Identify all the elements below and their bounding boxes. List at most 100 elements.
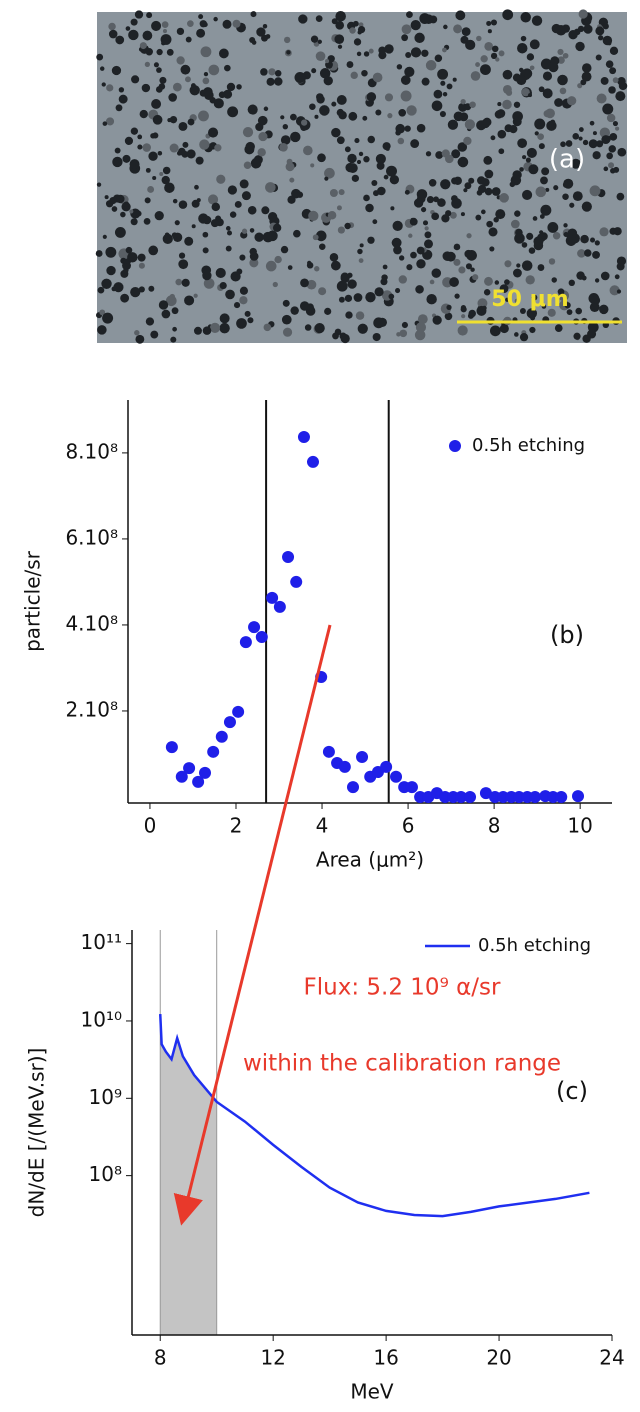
etch-pit [129, 159, 140, 170]
etch-pit [310, 163, 315, 168]
etch-pit [171, 307, 179, 315]
etch-pit [135, 334, 145, 344]
etch-pit [300, 278, 309, 288]
etch-pit [268, 68, 276, 76]
etch-pit [584, 249, 592, 257]
etch-pit [576, 271, 585, 280]
etch-pit [419, 13, 431, 24]
etch-pit [124, 136, 134, 145]
etch-pit [178, 252, 186, 259]
etch-pit [314, 323, 325, 334]
etch-pit [378, 46, 387, 55]
etch-pit [169, 143, 179, 153]
etch-pit [429, 15, 438, 24]
etch-pit [616, 192, 625, 201]
etch-pit [416, 194, 426, 204]
etch-pit [161, 175, 170, 185]
etch-pit [214, 144, 222, 152]
etch-pit [537, 264, 545, 271]
etch-pit [424, 226, 429, 231]
etch-pit [548, 258, 556, 265]
etch-pit [554, 324, 563, 332]
etch-pit [449, 277, 459, 287]
line [158, 1013, 590, 1218]
etch-pit [540, 204, 552, 216]
etch-pit [550, 119, 556, 125]
etch-pit [280, 115, 285, 120]
etch-pit [442, 251, 453, 261]
etch-pit [166, 48, 174, 56]
etch-pit [613, 227, 622, 236]
etch-pit [520, 69, 526, 75]
etch-pit [331, 127, 341, 138]
point [248, 621, 261, 634]
etch-pit [164, 232, 170, 238]
etch-pit [227, 106, 239, 118]
etch-pit [426, 196, 434, 204]
etch-pit [306, 303, 314, 311]
etch-pit [581, 63, 592, 73]
etch-pit [550, 56, 560, 66]
etch-pit [616, 256, 627, 266]
point [338, 760, 351, 773]
etch-pit [367, 236, 375, 244]
point [290, 575, 303, 588]
etch-pit [101, 278, 112, 289]
etch-pit [191, 224, 196, 229]
etch-pit [609, 46, 619, 55]
etch-pit [525, 157, 531, 163]
etch-pit [211, 202, 221, 212]
etch-pit [608, 145, 616, 153]
etch-pit [324, 307, 332, 315]
etch-pit [185, 36, 192, 43]
etch-pit [115, 104, 123, 112]
etch-pit [606, 152, 613, 160]
etch-pit [120, 293, 130, 303]
etch-pit [187, 20, 194, 27]
etch-pit [250, 11, 257, 18]
etch-pit [122, 154, 131, 163]
etch-pit [617, 76, 626, 86]
etch-pit [529, 65, 535, 71]
etch-pit [143, 217, 151, 225]
etch-pit [244, 310, 251, 317]
etch-pit [372, 219, 378, 225]
etch-pit [282, 327, 293, 337]
etch-pit [327, 211, 337, 220]
etch-pit [599, 127, 611, 138]
etch-pit [324, 167, 335, 179]
etch-pit [265, 182, 276, 193]
etch-pit [552, 232, 561, 240]
etch-pit [261, 206, 270, 215]
etch-pit [105, 117, 115, 126]
etch-pit [99, 309, 106, 316]
etch-pit [172, 198, 178, 204]
etch-pit [410, 47, 422, 58]
etch-pit [135, 210, 142, 217]
etch-pit [337, 44, 343, 49]
etch-pit [287, 265, 293, 270]
y-tick-label: 2.10⁸ [65, 697, 118, 721]
etch-pit [137, 253, 146, 262]
etch-pit [272, 223, 282, 232]
point [175, 770, 188, 783]
etch-pit [398, 275, 407, 284]
etch-pit [541, 167, 550, 176]
etch-pit [208, 64, 220, 76]
etch-pit [208, 194, 219, 205]
etch-pit [102, 312, 114, 324]
etch-pit [514, 233, 525, 244]
etch-pit [274, 77, 283, 86]
panel-label: (b) [550, 621, 584, 649]
etch-pit [532, 216, 538, 221]
panel-label: (c) [556, 1077, 588, 1105]
point [405, 781, 418, 794]
etch-pit [615, 126, 620, 131]
point [390, 770, 403, 783]
etch-pit [374, 287, 384, 297]
etch-pit [96, 182, 102, 187]
etch-pit [598, 35, 604, 41]
etch-pit [325, 59, 330, 64]
point [223, 716, 236, 729]
etch-pit [174, 220, 180, 226]
